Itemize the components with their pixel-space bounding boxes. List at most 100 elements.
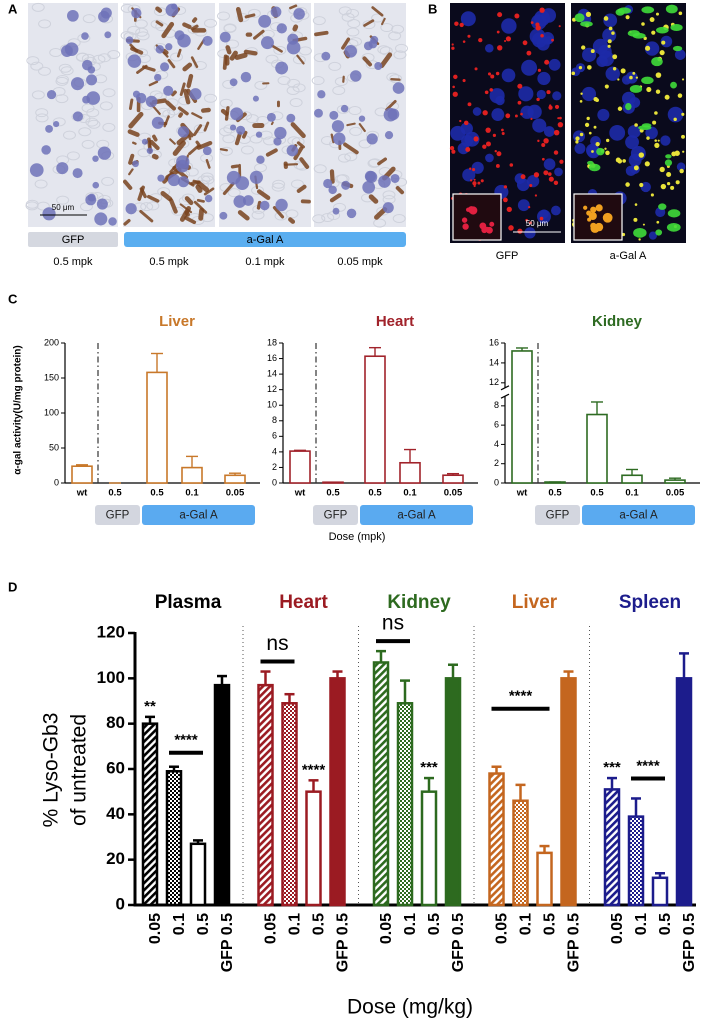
agal-signal: [658, 203, 667, 210]
lysosome: [634, 123, 638, 127]
cell-texture: [171, 206, 185, 216]
lysosome: [612, 54, 618, 60]
nucleus: [489, 88, 505, 104]
lysosome: [530, 117, 533, 120]
y-tick-label: 50: [49, 442, 59, 452]
nucleus: [676, 162, 686, 172]
nucleus: [551, 205, 561, 216]
lysosome: [549, 104, 552, 107]
nucleus: [573, 130, 586, 143]
stain: [330, 133, 335, 144]
nucleus: [204, 194, 213, 203]
cell-texture: [146, 201, 160, 211]
lysosome: [462, 79, 466, 83]
nucleus: [374, 62, 383, 70]
stain: [184, 196, 194, 206]
significance-label: ***: [603, 759, 621, 776]
cell-texture: [25, 199, 39, 209]
cell-texture: [136, 31, 150, 41]
stain: [377, 157, 387, 166]
stain: [288, 217, 296, 224]
x-tick-label: wt: [76, 488, 88, 499]
stain: [290, 122, 306, 139]
lysosome: [634, 203, 638, 206]
lysosome: [675, 180, 680, 185]
lysosome: [654, 142, 660, 148]
dose-label: 0.5 mpk: [53, 256, 93, 268]
group-box: [124, 232, 406, 247]
lysosome: [639, 182, 644, 188]
agal-signal: [670, 23, 683, 32]
stain: [358, 123, 366, 133]
nucleus: [627, 124, 641, 139]
nucleus: [167, 174, 181, 187]
lysosome: [465, 147, 471, 152]
nucleus: [276, 23, 287, 34]
nucleus: [97, 146, 112, 160]
nucleus: [344, 44, 357, 58]
group-label: GFP: [324, 510, 348, 522]
stain: [176, 48, 182, 58]
lysosome: [638, 238, 641, 241]
cell-texture: [219, 146, 233, 156]
stain: [296, 184, 307, 193]
cell-texture: [290, 179, 304, 189]
nucleus: [471, 161, 484, 174]
nucleus: [644, 41, 660, 56]
stain: [190, 180, 201, 186]
nucleus: [625, 135, 639, 150]
agal-signal: [627, 30, 640, 37]
cell-texture: [203, 18, 217, 28]
y-axis-label: % Lyso-Gb3: [40, 713, 63, 828]
stain: [167, 58, 176, 69]
nucleus: [329, 110, 339, 120]
cell-texture: [273, 45, 287, 55]
nucleus: [596, 55, 608, 67]
cell-texture: [35, 108, 49, 118]
lysosome: [480, 179, 484, 183]
group-box: [582, 505, 695, 525]
bar: [664, 479, 686, 484]
bar: [141, 722, 159, 907]
group-box: [95, 505, 140, 525]
lysosome: [553, 180, 559, 185]
y-tick-label: 120: [97, 622, 125, 641]
agal-signal: [587, 160, 594, 165]
lysosome: [482, 144, 487, 149]
stain: [177, 106, 189, 116]
lysosome: [485, 127, 491, 133]
lysosome: [590, 49, 595, 54]
y-tick-label: 0: [116, 894, 125, 913]
lysosome: [615, 157, 621, 163]
nucleus: [46, 89, 57, 100]
nucleus: [274, 126, 287, 140]
stain: [139, 209, 154, 223]
lysosome: [459, 22, 464, 28]
lysosome: [575, 140, 579, 144]
cell-texture: [135, 48, 149, 58]
cell-texture: [227, 188, 241, 198]
lysosome: [681, 134, 685, 139]
panel-letter: A: [8, 1, 18, 16]
nucleus: [92, 181, 100, 189]
lysosome: [520, 112, 523, 116]
stain: [293, 146, 304, 161]
stain: [190, 24, 199, 31]
inset: [573, 193, 623, 241]
lysosome: [536, 97, 540, 102]
nucleus: [317, 90, 326, 99]
x-tick-label: GFP 0.5: [566, 913, 583, 972]
nucleus: [370, 35, 379, 44]
nucleus: [82, 95, 91, 104]
lysosome: [673, 117, 677, 122]
lysosome: [535, 22, 540, 27]
cell-texture: [338, 6, 352, 16]
lysosome: [533, 172, 540, 178]
stain: [329, 169, 335, 184]
y-tick-label: 20: [106, 849, 125, 868]
x-tick-label: 0.1: [171, 913, 188, 935]
group-label: a-Gal A: [397, 510, 436, 522]
stain: [299, 157, 310, 169]
cell-texture: [389, 74, 403, 84]
significance-label: ***: [420, 759, 438, 776]
